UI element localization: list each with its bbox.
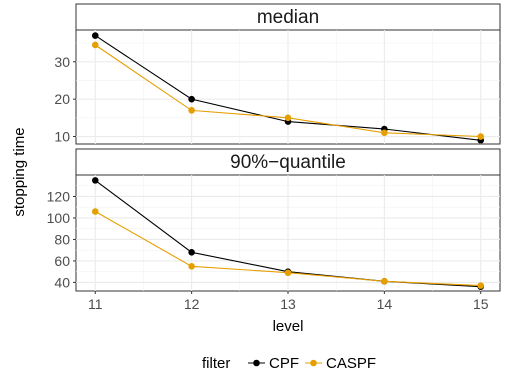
data-point-caspf	[188, 262, 195, 270]
data-point-caspf	[284, 114, 292, 122]
legend: filter CPF CASPF	[202, 355, 376, 372]
y-tick-label: 120	[47, 188, 71, 204]
data-point-cpf	[188, 95, 195, 103]
data-point-caspf	[381, 129, 388, 137]
data-point-caspf	[284, 269, 292, 277]
data-point-caspf	[477, 282, 485, 289]
y-tick-label: 60	[54, 253, 70, 269]
legend-label-caspf: CASPF	[326, 355, 376, 372]
x-tick-label: 13	[280, 296, 296, 312]
y-tick-label: 10	[54, 129, 70, 145]
y-tick-label: 80	[54, 231, 70, 247]
legend-key-caspf-marker	[310, 359, 317, 367]
x-tick-label: 14	[377, 296, 393, 312]
y-tick-label: 20	[54, 91, 70, 107]
panel-2-strip-label: 90%−quantile	[230, 152, 346, 173]
panel-1-strip-label: median	[257, 7, 319, 28]
data-point-caspf	[91, 208, 99, 215]
legend-key-cpf-marker	[253, 359, 260, 367]
data-point-caspf	[91, 41, 99, 49]
data-point-caspf	[477, 133, 485, 140]
y-axis-title: stopping time	[11, 127, 28, 216]
y-tick-label: 30	[54, 54, 70, 70]
legend-label-cpf: CPF	[269, 355, 299, 372]
legend-title: filter	[202, 355, 230, 372]
x-tick-label: 11	[88, 296, 103, 312]
x-axis-title: level	[273, 318, 304, 335]
data-point-cpf	[188, 249, 195, 256]
y-tick-label: 40	[54, 274, 70, 290]
data-point-caspf	[188, 107, 195, 114]
y-tick-label: 100	[47, 210, 71, 226]
panel-1-strip	[75, 3, 501, 31]
data-point-cpf	[91, 177, 99, 184]
x-tick-label: 12	[184, 296, 200, 312]
data-point-caspf	[381, 278, 388, 285]
data-point-cpf	[91, 32, 99, 39]
x-tick-label: 15	[473, 296, 489, 312]
